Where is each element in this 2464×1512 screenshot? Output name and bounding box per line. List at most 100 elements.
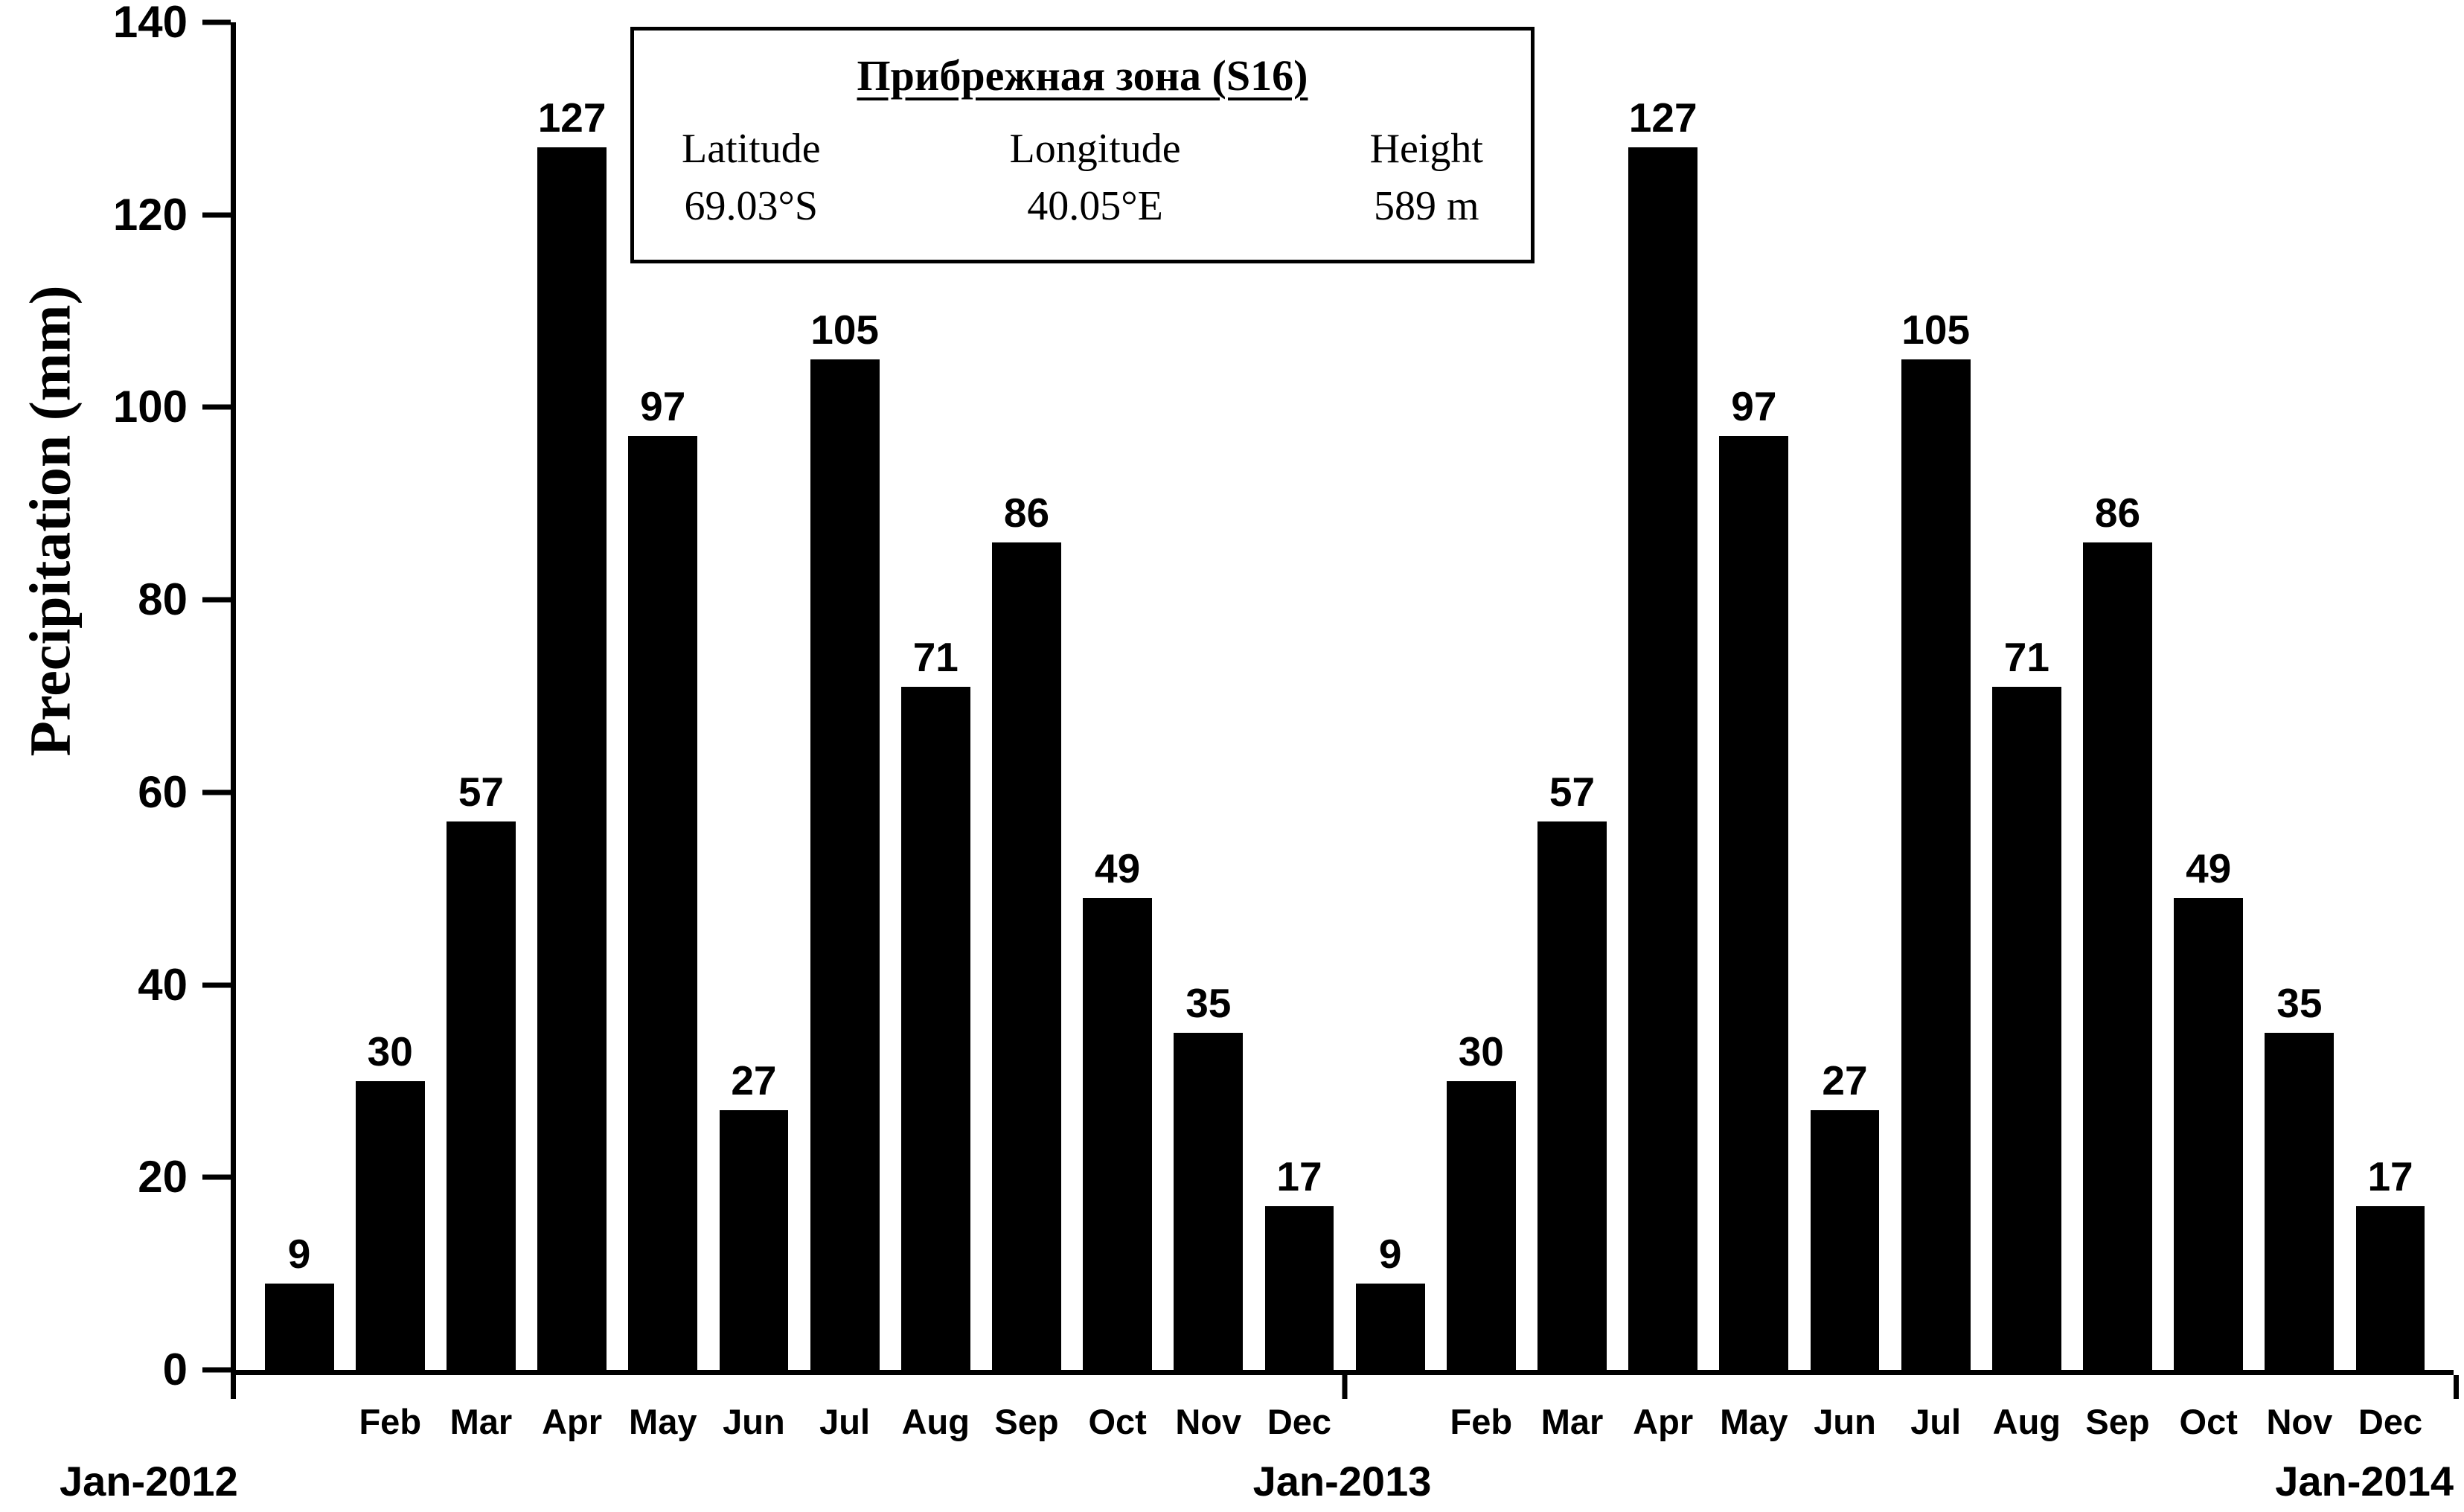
y-tick-mark: [202, 19, 231, 25]
precipitation-bar: [719, 1109, 789, 1370]
field-label: Height: [1369, 125, 1483, 172]
bar-slot: 105 Jul: [1890, 22, 1981, 1441]
y-tick-label: 80: [138, 574, 188, 625]
x-tick-label: Jun: [1814, 1402, 1876, 1441]
x-tick-label: Jun: [723, 1402, 785, 1441]
precipitation-bar: [1446, 1080, 1516, 1370]
year-label: Jan-2013: [1252, 1458, 1432, 1505]
precipitation-bar: [355, 1080, 425, 1370]
bar-slot: 27 Jun: [1799, 22, 1890, 1441]
x-tick-label: Feb: [1450, 1402, 1513, 1441]
bar-value-label: 49: [2186, 845, 2232, 892]
bar-slot: 127 Apr: [1618, 22, 1709, 1441]
precipitation-bar: [264, 1283, 334, 1370]
bar-value-label: 35: [1185, 980, 1232, 1027]
bar-slot: 9: [254, 22, 345, 1370]
precipitation-bar: [1537, 821, 1607, 1370]
station-fields: Latitude 69.03°S Longitude 40.05°E Heigh…: [661, 124, 1504, 231]
bar-slot: 105 Jul: [799, 22, 890, 1441]
precipitation-bar: [992, 542, 1061, 1370]
field-label: Longitude: [1009, 125, 1181, 172]
y-tick-mark: [202, 404, 231, 410]
x-tick-label: Mar: [1540, 1402, 1604, 1441]
station-info-box: Прибрежная зона (S16) Latitude 69.03°S L…: [630, 27, 1535, 263]
x-tick-label: Dec: [1267, 1402, 1332, 1441]
bar-slot: 71 Aug: [890, 22, 981, 1441]
bar-slot: 97 May: [1709, 22, 1799, 1441]
y-tick-label: 20: [138, 1152, 188, 1202]
bar-slot: 49 Oct: [2163, 22, 2254, 1441]
precipitation-bar: [1991, 686, 2061, 1370]
y-tick-label: 40: [138, 959, 188, 1010]
x-tick-label: Oct: [1088, 1402, 1147, 1441]
precipitation-bar: [900, 686, 970, 1370]
x-tick-label: Jul: [819, 1402, 871, 1441]
y-axis-title: Precipitation (mm): [18, 285, 83, 757]
bar-value-label: 30: [367, 1028, 413, 1074]
y-tick-mark: [202, 212, 231, 218]
field-label: Latitude: [682, 125, 821, 172]
bar-value-label: 105: [810, 306, 879, 353]
y-tick-mark: [202, 789, 231, 795]
precipitation-bar: [1901, 359, 1971, 1370]
bar-value-label: 27: [1822, 1057, 1868, 1103]
y-tick-mark: [202, 982, 231, 988]
precipitation-bar: [1628, 147, 1698, 1370]
field-value: 40.05°E: [1027, 182, 1163, 229]
bar-slot: 97 May: [618, 22, 708, 1441]
precipitation-bar: [810, 359, 880, 1370]
precipitation-bar: [2355, 1206, 2425, 1370]
plot-area: 0 20 40 60 80 100 120 140 9 30 Feb 57 Mar 127 Apr 97 Ma…: [113, 0, 2459, 1441]
bar-value-label: 127: [537, 94, 607, 141]
x-tick-label: May: [629, 1402, 697, 1441]
precipitation-bar: [1355, 1283, 1425, 1370]
x-tick-label: Aug: [1992, 1402, 2061, 1441]
bars-container: 9 30 Feb 57 Mar 127 Apr 97 May 27 Jun 105 Jul 71 Aug 86…: [236, 22, 2454, 1441]
y-tick-mark: [202, 1174, 231, 1180]
precipitation-bar: [1810, 1109, 1880, 1370]
bar-value-label: 105: [1901, 306, 1971, 353]
bar-slot: 17 Dec: [1254, 22, 1345, 1441]
precipitation-bar: [1719, 436, 1789, 1370]
x-tick-label: Nov: [2266, 1402, 2333, 1441]
station-field-height: Height 589 m: [1370, 124, 1483, 231]
y-tick-mark: [202, 597, 231, 603]
bar-value-label: 17: [1276, 1153, 1322, 1200]
x-tick-label: Nov: [1175, 1402, 1242, 1441]
field-value: 69.03°S: [684, 182, 819, 229]
bar-value-label: 86: [2094, 489, 2141, 536]
y-tick-label: 120: [112, 189, 188, 240]
x-axis-year-tick: [1342, 1375, 1348, 1399]
bar-value-label: 35: [2276, 980, 2323, 1027]
x-tick-label: Dec: [2358, 1402, 2423, 1441]
precipitation-bar: [1083, 898, 1153, 1370]
x-axis-year-labels: Jan-2012 Jan-2013 Jan-2014: [60, 1457, 2454, 1509]
precipitation-bar: [537, 147, 607, 1370]
precipitation-bar: [628, 436, 698, 1370]
bar-slot: 35 Nov: [1163, 22, 1254, 1441]
field-value: 589 m: [1373, 182, 1479, 229]
station-title: Прибрежная зона (S16): [857, 51, 1308, 100]
bar-slot: 127 Apr: [527, 22, 618, 1441]
bar-slot: 9: [1345, 22, 1436, 1370]
station-field-latitude: Latitude 69.03°S: [682, 124, 821, 231]
bar-value-label: 27: [731, 1057, 777, 1103]
y-tick-label: 60: [138, 766, 188, 817]
precipitation-bar: [2265, 1033, 2335, 1370]
x-tick-label: Apr: [1633, 1402, 1694, 1441]
x-tick-label: Sep: [994, 1402, 1059, 1441]
bar-value-label: 97: [1731, 383, 1777, 430]
x-tick-label: Oct: [2179, 1402, 2238, 1441]
year-label: Jan-2012: [60, 1458, 238, 1505]
bar-slot: 35 Nov: [2254, 22, 2345, 1441]
y-tick-mark: [202, 1367, 231, 1373]
bar-slot: 27 Jun: [708, 22, 799, 1441]
x-tick-label: Mar: [449, 1402, 513, 1441]
bar-value-label: 86: [1003, 489, 1050, 536]
precipitation-bar: [1174, 1033, 1244, 1370]
bar-value-label: 17: [2367, 1153, 2413, 1200]
bar-value-label: 127: [1628, 94, 1697, 141]
precipitation-bar: [1264, 1206, 1334, 1370]
x-tick-label: Feb: [359, 1402, 422, 1441]
